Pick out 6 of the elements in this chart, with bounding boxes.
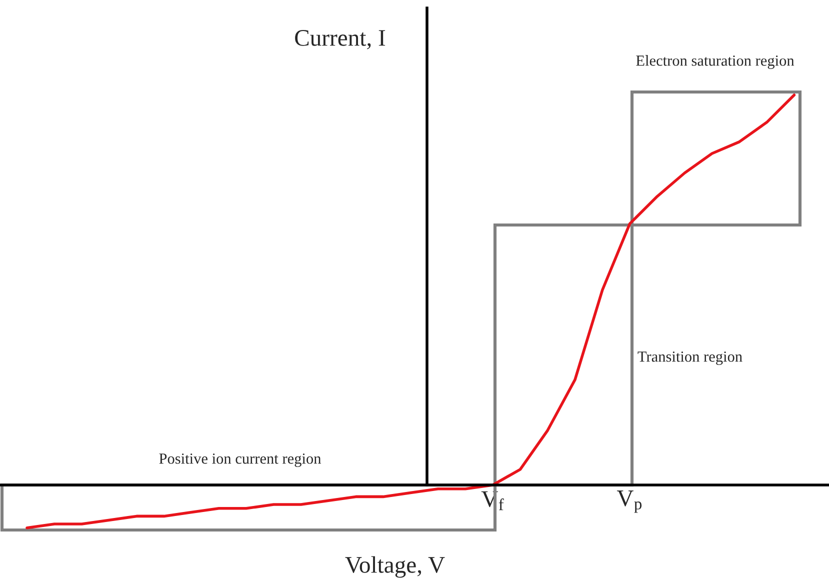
annotation: Positive ion current region bbox=[159, 454, 322, 467]
y-axis-title: Current, I bbox=[295, 30, 386, 50]
text: Electron saturation region bbox=[636, 55, 794, 69]
x-axis-title: Voltage, V bbox=[345, 556, 445, 578]
annotation: Transition region bbox=[638, 352, 742, 365]
x-tick-label: V$_{p}$ bbox=[616, 490, 642, 513]
